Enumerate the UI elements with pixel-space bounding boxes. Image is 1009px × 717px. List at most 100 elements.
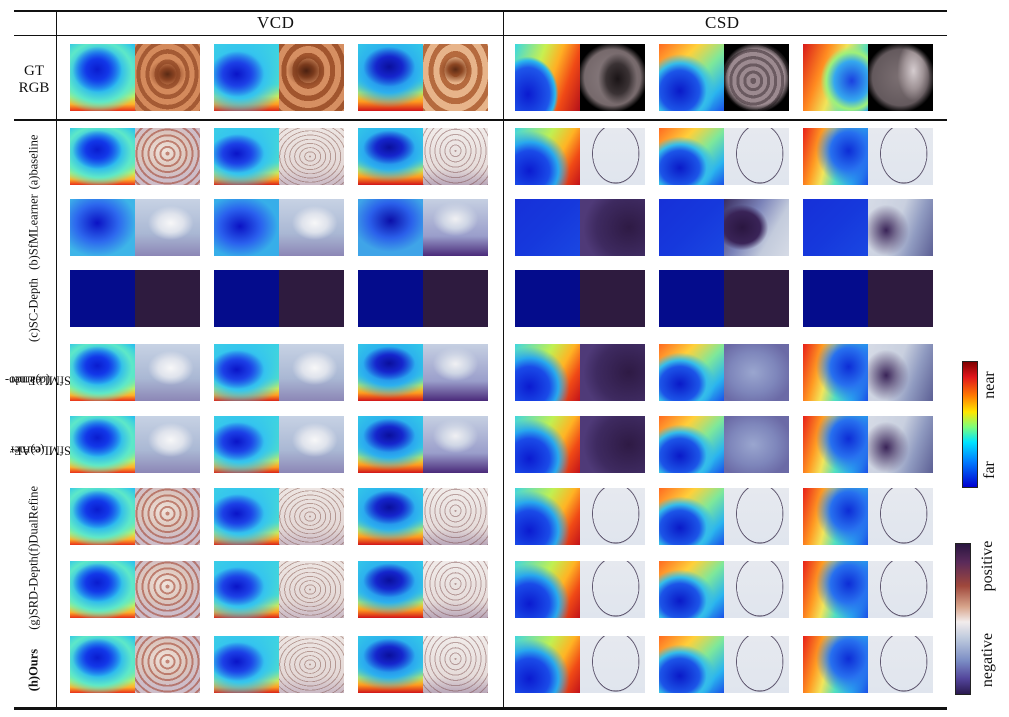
- depth-srd-depth-csd-3: [803, 561, 868, 618]
- error-dualrefine-csd-2: [724, 488, 789, 545]
- error-ours-vcd-3: [423, 636, 488, 693]
- error-af-sfmlearner-csd-1: [580, 416, 645, 473]
- depth-af-sfmlearner-vcd-2: [214, 416, 279, 473]
- depth-baseline-vcd-2: [214, 128, 279, 185]
- group-label-csd: CSD: [705, 13, 740, 32]
- bottom-rule: [14, 707, 947, 710]
- depth-sc-depth-csd-2: [659, 270, 724, 327]
- rgb-csd-1: [580, 44, 645, 111]
- depth-dualrefine-vcd-3: [358, 488, 423, 545]
- error-sc-depth-csd-3: [868, 270, 933, 327]
- error-dualrefine-vcd-3: [423, 488, 488, 545]
- error-srd-depth-vcd-1: [135, 561, 200, 618]
- error-srd-depth-csd-3: [868, 561, 933, 618]
- depth-dualrefine-csd-2: [659, 488, 724, 545]
- depth-af-sfmlearner-csd-2: [659, 416, 724, 473]
- depth-sc-depth-vcd-1: [70, 270, 135, 327]
- error-ours-vcd-2: [279, 636, 344, 693]
- rgb-vcd-2: [279, 44, 344, 111]
- error-endo-sfmlearner-csd-2: [724, 344, 789, 401]
- depth-sfmlearner-csd-2: [659, 199, 724, 256]
- error-dualrefine-csd-1: [580, 488, 645, 545]
- error-baseline-csd-2: [724, 128, 789, 185]
- depth-sc-depth-csd-3: [803, 270, 868, 327]
- error-endo-sfmlearner-vcd-2: [279, 344, 344, 401]
- rgb-label: RGB: [18, 80, 50, 96]
- depth-sc-depth-csd-1: [515, 270, 580, 327]
- gt-rgb-label: GT RGB: [8, 63, 60, 97]
- gt-depth-vcd-3: [358, 44, 423, 111]
- depth-srd-depth-vcd-1: [70, 561, 135, 618]
- depth-sc-depth-vcd-3: [358, 270, 423, 327]
- depth-sfmlearner-csd-3: [803, 199, 868, 256]
- error-ours-csd-2: [724, 636, 789, 693]
- depth-ours-vcd-2: [214, 636, 279, 693]
- rgb-csd-3: [868, 44, 933, 111]
- depth-dualrefine-csd-1: [515, 488, 580, 545]
- top-rule: [14, 10, 947, 12]
- depth-srd-depth-csd-2: [659, 561, 724, 618]
- error-baseline-vcd-3: [423, 128, 488, 185]
- error-sfmlearner-vcd-3: [423, 199, 488, 256]
- error-dualrefine-csd-3: [868, 488, 933, 545]
- depth-colorbar: [962, 361, 978, 488]
- depth-ours-csd-2: [659, 636, 724, 693]
- error-sc-depth-csd-2: [724, 270, 789, 327]
- depth-ours-csd-1: [515, 636, 580, 693]
- error-ours-csd-1: [580, 636, 645, 693]
- label-column-rule: [56, 10, 57, 710]
- rgb-vcd-3: [423, 44, 488, 111]
- error-af-sfmlearner-csd-2: [724, 416, 789, 473]
- depth-ours-vcd-3: [358, 636, 423, 693]
- depth-baseline-vcd-1: [70, 128, 135, 185]
- error-dualrefine-vcd-2: [279, 488, 344, 545]
- header-rule: [14, 35, 947, 36]
- error-sc-depth-vcd-2: [279, 270, 344, 327]
- rgb-vcd-1: [135, 44, 200, 111]
- gt-rule: [14, 119, 947, 121]
- error-ours-csd-3: [868, 636, 933, 693]
- error-srd-depth-vcd-3: [423, 561, 488, 618]
- depth-endo-sfmlearner-csd-2: [659, 344, 724, 401]
- depth-srd-depth-vcd-3: [358, 561, 423, 618]
- depth-endo-sfmlearner-vcd-2: [214, 344, 279, 401]
- depth-dualrefine-vcd-2: [214, 488, 279, 545]
- error-sfmlearner-csd-3: [868, 199, 933, 256]
- gt-depth-csd-2: [659, 44, 724, 111]
- gt-depth-vcd-1: [70, 44, 135, 111]
- depth-endo-sfmlearner-vcd-3: [358, 344, 423, 401]
- error-srd-depth-vcd-2: [279, 561, 344, 618]
- error-endo-sfmlearner-csd-3: [868, 344, 933, 401]
- depth-dualrefine-vcd-1: [70, 488, 135, 545]
- depth-endo-sfmlearner-csd-3: [803, 344, 868, 401]
- depth-baseline-csd-1: [515, 128, 580, 185]
- error-endo-sfmlearner-vcd-1: [135, 344, 200, 401]
- depth-endo-sfmlearner-csd-1: [515, 344, 580, 401]
- depth-endo-sfmlearner-vcd-1: [70, 344, 135, 401]
- gt-depth-csd-3: [803, 44, 868, 111]
- depth-srd-depth-csd-1: [515, 561, 580, 618]
- depth-baseline-csd-2: [659, 128, 724, 185]
- gt-label: GT: [24, 63, 44, 79]
- depth-baseline-vcd-3: [358, 128, 423, 185]
- error-baseline-csd-3: [868, 128, 933, 185]
- depth-ours-vcd-1: [70, 636, 135, 693]
- rgb-csd-2: [724, 44, 789, 111]
- error-dualrefine-vcd-1: [135, 488, 200, 545]
- error-sfmlearner-csd-2: [724, 199, 789, 256]
- depth-af-sfmlearner-csd-3: [803, 416, 868, 473]
- error-sfmlearner-vcd-1: [135, 199, 200, 256]
- gt-depth-csd-1: [515, 44, 580, 111]
- error-af-sfmlearner-csd-3: [868, 416, 933, 473]
- error-colorbar: [955, 543, 971, 695]
- error-ours-vcd-1: [135, 636, 200, 693]
- depth-dualrefine-csd-3: [803, 488, 868, 545]
- error-sc-depth-vcd-3: [423, 270, 488, 327]
- error-af-sfmlearner-vcd-1: [135, 416, 200, 473]
- error-endo-sfmlearner-vcd-3: [423, 344, 488, 401]
- group-label-vcd: VCD: [257, 13, 295, 32]
- error-af-sfmlearner-vcd-2: [279, 416, 344, 473]
- error-srd-depth-csd-1: [580, 561, 645, 618]
- depth-baseline-csd-3: [803, 128, 868, 185]
- depth-srd-depth-vcd-2: [214, 561, 279, 618]
